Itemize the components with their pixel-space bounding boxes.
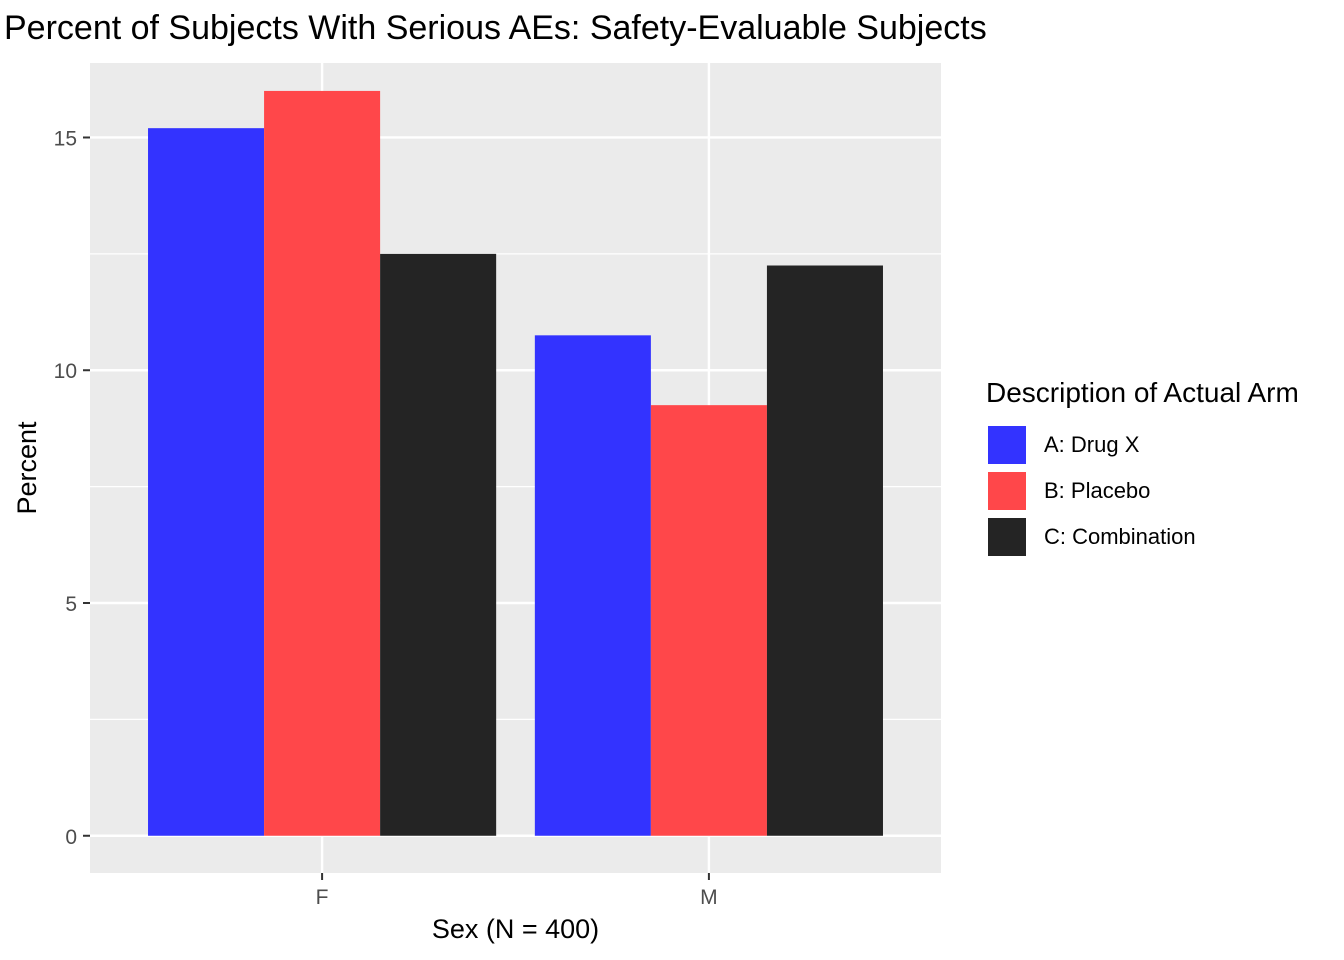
legend-label: C: Combination (1044, 524, 1196, 549)
y-tick-label: 15 (54, 127, 77, 150)
legend-item: C: Combination (986, 514, 1299, 560)
legend-label: A: Drug X (1044, 432, 1140, 457)
legend-swatch (986, 470, 1028, 512)
x-axis-title: Sex (N = 400) (432, 914, 599, 944)
x-tick-label: M (700, 886, 718, 909)
legend-item: A: Drug X (986, 422, 1299, 468)
legend-rows: A: Drug X B: Placebo C: Combination (986, 422, 1299, 560)
bar-c-m (766, 265, 883, 836)
y-axis-title: Percent (12, 421, 42, 515)
bar-a-m (534, 335, 651, 836)
bar-b-m (650, 405, 767, 836)
legend-item: B: Placebo (986, 468, 1299, 514)
legend-title: Description of Actual Arm (986, 377, 1299, 408)
bar-c-f (380, 253, 497, 836)
bar-a-f (148, 128, 265, 836)
bar-b-f (264, 90, 381, 836)
y-tick-label: 5 (65, 593, 77, 616)
legend-swatch (986, 424, 1028, 466)
legend-label: B: Placebo (1044, 478, 1151, 503)
legend: Description of Actual Arm A: Drug X B: Pl… (986, 376, 1299, 560)
chart-title: Percent of Subjects With Serious AEs: Sa… (4, 9, 987, 47)
legend-swatch (986, 516, 1028, 558)
x-tick-label: F (316, 886, 329, 909)
y-tick-label: 10 (54, 360, 77, 383)
y-tick-label: 0 (65, 826, 77, 849)
